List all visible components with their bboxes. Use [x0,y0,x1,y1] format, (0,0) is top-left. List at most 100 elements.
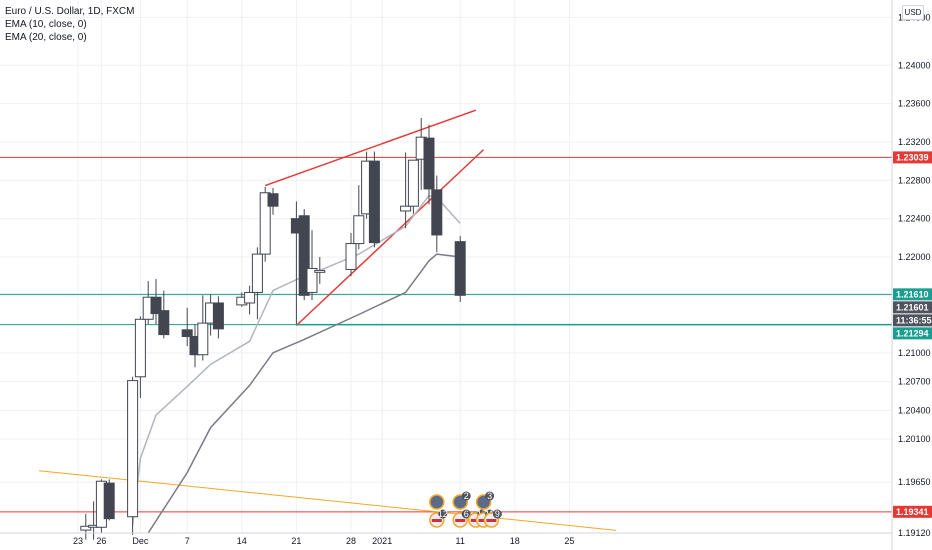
badge-count: 2 [464,491,469,501]
ema10-line [131,194,461,526]
symbol-title: Euro / U.S. Dollar, 1D, FXCM [5,6,135,17]
badge-count: 9 [495,509,500,519]
candle-body [251,253,263,293]
price-labels: 1.23039 1.21610 1.21601 11:36:55 1.21294 1.19… [893,151,932,518]
candle-body [353,215,365,245]
badge-count-bg [492,509,502,519]
candle-body [298,215,310,296]
candle-body [80,525,92,531]
candle-body [150,296,162,315]
price-label-bg [893,327,932,340]
candle [150,279,162,325]
candle-body [314,269,326,273]
y-tick-label: 1.22000 [898,252,931,262]
horizontal-line-label: 1.21610 [893,288,932,301]
candle [158,290,170,339]
y-tick-label: 1.20100 [898,434,931,444]
flag-icon [431,519,442,522]
candle-body [181,329,193,338]
y-tick-label: 1.19650 [898,477,931,487]
horizontal-line-label: 1.23039 [893,151,932,164]
chart-legend: Euro / U.S. Dollar, 1D, FXCM EMA (10, cl… [5,5,134,44]
price-label-bg [893,505,932,518]
earnings-icon [429,494,445,510]
horizontal-line-label: 1.19341 [893,505,932,518]
candle [400,152,412,229]
economic-badge: 12 [429,509,448,528]
y-tick-label: 1.19120 [898,528,931,538]
candle-body [134,318,146,378]
x-tick-label: 2021 [372,536,392,546]
candle-body [259,192,271,255]
x-tick-label: 23 [73,536,83,546]
price-label-text: 1.21601 [896,302,929,312]
price-axis[interactable]: 1.245001.240001.236001.232001.228001.224… [891,0,931,550]
candle-body [454,241,466,296]
candle [244,285,256,315]
x-tick-label: 21 [291,536,301,546]
candle [259,187,271,262]
candle-body [103,482,115,520]
candle [407,159,419,214]
horizontal-line-label: 1.21294 [893,327,932,340]
economic-badge: 9 [483,509,502,528]
candle-body [212,302,224,330]
y-tick-label: 1.22400 [898,214,931,224]
badge-count-bg [461,491,471,501]
candle-body [158,310,170,336]
candle [345,233,357,277]
ema20-legend: EMA (20, close, 0) [5,32,87,43]
badge-count: 3 [487,491,492,501]
x-tick-label: Dec [132,536,149,546]
candle [306,230,318,301]
candle [353,185,365,250]
flag-icon [486,519,497,522]
y-tick-label: 1.22800 [898,175,931,185]
ema20-line [147,253,461,534]
last-price-label: 1.21601 [893,301,932,314]
y-tick-label: 1.21000 [898,348,931,358]
time-axis[interactable]: 23 26 Dec 7 14 21 28 2021 11 18 25 [0,532,892,546]
ema-lines [131,194,461,534]
earnings-badge: 2 [452,491,471,510]
candle-body [306,267,318,293]
trend-line [38,470,617,531]
currency-button[interactable]: USD [902,5,924,20]
x-tick-label: 14 [237,536,247,546]
trend-line [295,149,485,327]
candle [267,187,279,215]
badge-count: 6 [464,509,469,519]
candle-body [197,322,209,356]
candle-body [407,159,419,207]
earnings-badge [429,494,445,510]
price-label-text: 1.19341 [896,507,929,517]
x-tick-label: 18 [510,536,520,546]
price-label-bg [893,151,932,164]
price-label-bg [893,288,932,301]
y-tick-label: 1.23600 [898,99,931,109]
candle-body [127,380,139,518]
countdown-label: 11:36:55 [893,314,932,327]
candle-body [368,160,380,244]
badge-count-bg [461,509,471,519]
candle [103,479,115,521]
x-tick-label: 7 [185,536,190,546]
candle [181,307,193,347]
y-tick-label: 1.23200 [898,137,931,147]
y-tick-label: 1.24000 [898,60,931,70]
candle [80,513,92,540]
candle [197,295,209,361]
badge-count-bg [485,491,495,501]
candle-body [400,205,412,212]
candle [298,209,310,301]
candle [134,316,146,398]
candle-body [345,243,357,270]
y-tick-label: 1.20700 [898,377,931,387]
candle [454,235,466,303]
candle-body [431,189,443,236]
price-label-bg [893,314,932,327]
candle [314,256,326,284]
price-label-text: 1.23039 [896,152,929,162]
y-tick-label: 1.20400 [898,405,931,415]
